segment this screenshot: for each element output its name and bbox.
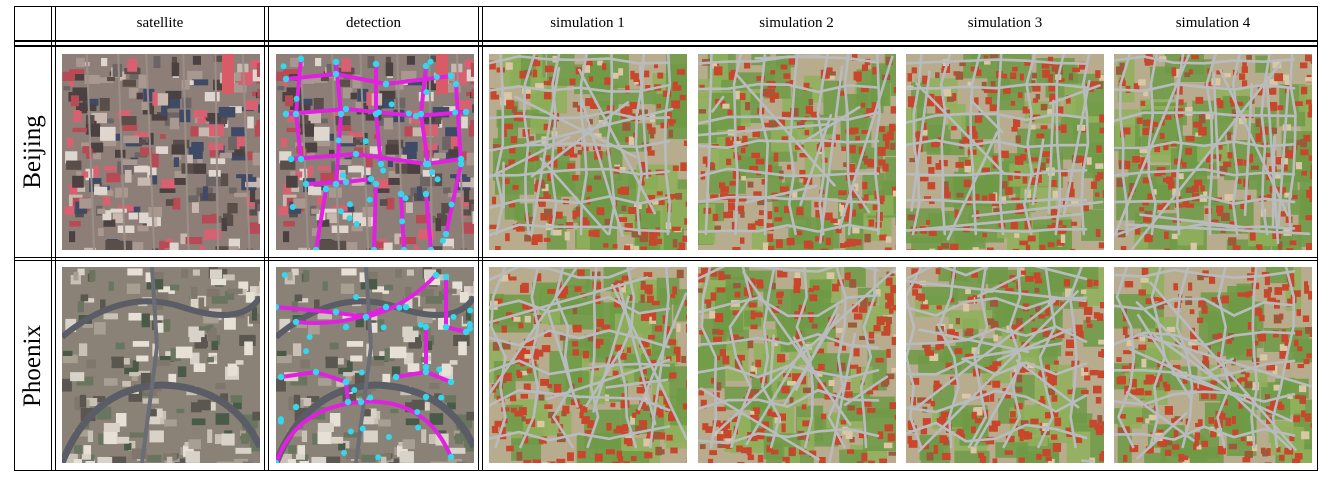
phoenix-detection-image: [276, 267, 474, 463]
row-label-phoenix: Phoenix: [13, 266, 53, 466]
rule-det-b: [482, 6, 483, 471]
beijing-detection-image: [276, 54, 474, 250]
beijing-satellite-image: [62, 54, 260, 250]
rule-det-a: [478, 6, 479, 471]
beijing-simulation-2-image: [698, 54, 896, 250]
table-top-rule: [14, 6, 1318, 7]
table-row-rule-2: [14, 260, 1318, 261]
table-row-rule: [14, 257, 1318, 258]
row-label-phoenix-text: Phoenix: [19, 325, 47, 407]
rule-label-b: [55, 6, 56, 471]
beijing-simulation-4-image: [1114, 54, 1312, 250]
table-header-rule-2: [14, 45, 1318, 47]
phoenix-simulation-2-image: [698, 267, 896, 463]
column-header-simulation-3: simulation 3: [967, 15, 1043, 31]
rule-sat-a: [264, 6, 265, 471]
table-bottom-rule: [14, 470, 1318, 471]
column-header-detection: detection: [346, 15, 401, 31]
rule-sat-b: [268, 6, 269, 471]
rule-label-a: [51, 6, 52, 471]
table-header-rule-1: [14, 40, 1318, 42]
column-header-simulation-1: simulation 1: [550, 15, 625, 31]
rule-left: [14, 6, 15, 471]
column-header-satellite: satellite: [136, 15, 184, 31]
phoenix-simulation-1-image: [489, 267, 687, 463]
beijing-simulation-1-image: [489, 54, 687, 250]
phoenix-simulation-3-image: [906, 267, 1104, 463]
phoenix-satellite-image: [62, 267, 260, 463]
rule-right: [1317, 6, 1318, 471]
phoenix-simulation-4-image: [1114, 267, 1312, 463]
beijing-simulation-3-image: [906, 54, 1104, 250]
column-header-simulation-2: simulation 2: [759, 15, 834, 31]
row-label-beijing: Beijing: [13, 52, 53, 252]
column-header-simulation-4: simulation 4: [1175, 15, 1251, 31]
row-label-beijing-text: Beijing: [19, 115, 47, 189]
